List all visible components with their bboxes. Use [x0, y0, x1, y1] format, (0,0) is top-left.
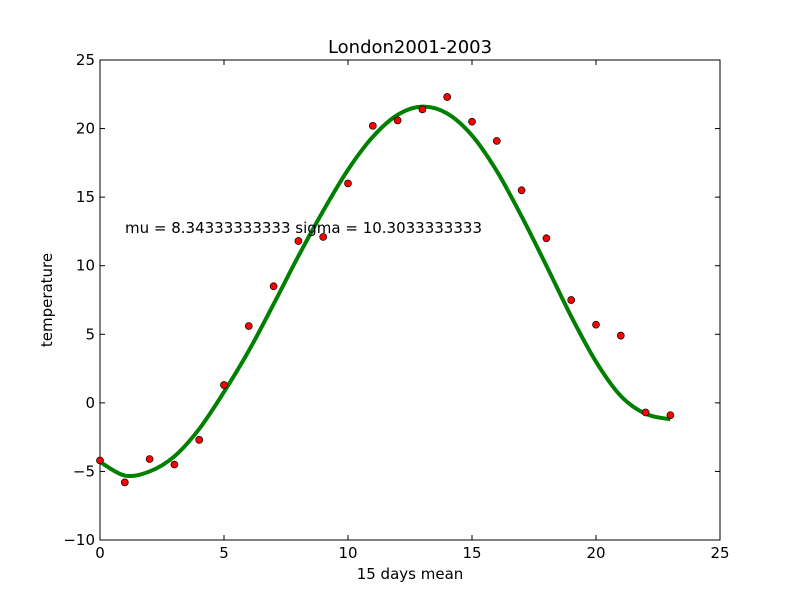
y-tick-label: −10: [63, 531, 95, 549]
x-tick-label: 5: [219, 544, 229, 562]
y-tick-label: −5: [73, 462, 95, 480]
y-tick-label: 20: [76, 120, 95, 138]
x-tick-label: 15: [462, 544, 481, 562]
data-point: [319, 233, 328, 241]
data-point: [468, 117, 476, 126]
x-tick-label: 10: [338, 544, 357, 562]
data-point: [170, 460, 179, 469]
data-point: [666, 411, 675, 420]
fit-curve-line: [98, 104, 671, 479]
plot-area: [99, 59, 721, 541]
x-tick-label: 0: [95, 544, 105, 562]
fit-annotation: mu = 8.34333333333 sigma = 10.3033333333: [125, 219, 482, 237]
data-point: [244, 322, 253, 330]
data-point: [567, 296, 576, 304]
chart-title: London2001-2003: [328, 37, 492, 58]
data-point: [443, 93, 452, 101]
data-point: [195, 436, 204, 444]
y-tick-label: 15: [76, 188, 95, 206]
data-point: [592, 320, 600, 329]
data-point: [120, 478, 129, 487]
axis-tick-labels: 0 5 10 15 20 25 −10 −5 0 5 10 15 20 25: [63, 51, 729, 562]
data-point: [344, 179, 352, 188]
data-point: [542, 234, 551, 243]
data-point: [294, 237, 303, 245]
data-point: [517, 186, 526, 195]
y-tick-label: 10: [76, 257, 95, 275]
data-point: [96, 456, 104, 465]
x-tick-label: 25: [710, 544, 729, 562]
data-point: [269, 282, 278, 291]
data-point: [368, 121, 377, 130]
fit-curve: [98, 104, 671, 479]
y-tick-label: 25: [76, 51, 95, 69]
data-point: [616, 331, 625, 340]
data-points: [96, 93, 675, 487]
data-point: [393, 116, 402, 125]
data-point: [641, 408, 650, 417]
x-tick-label: 20: [586, 544, 605, 562]
axis-ticks: [99, 59, 721, 541]
data-point: [220, 381, 228, 389]
data-point: [492, 137, 501, 145]
data-point: [145, 455, 154, 463]
y-axis-title: temperature: [38, 253, 56, 347]
data-point: [418, 105, 427, 114]
y-tick-label: 5: [85, 325, 95, 343]
x-axis-title: 15 days mean: [357, 565, 464, 583]
y-tick-label: 0: [85, 394, 95, 412]
